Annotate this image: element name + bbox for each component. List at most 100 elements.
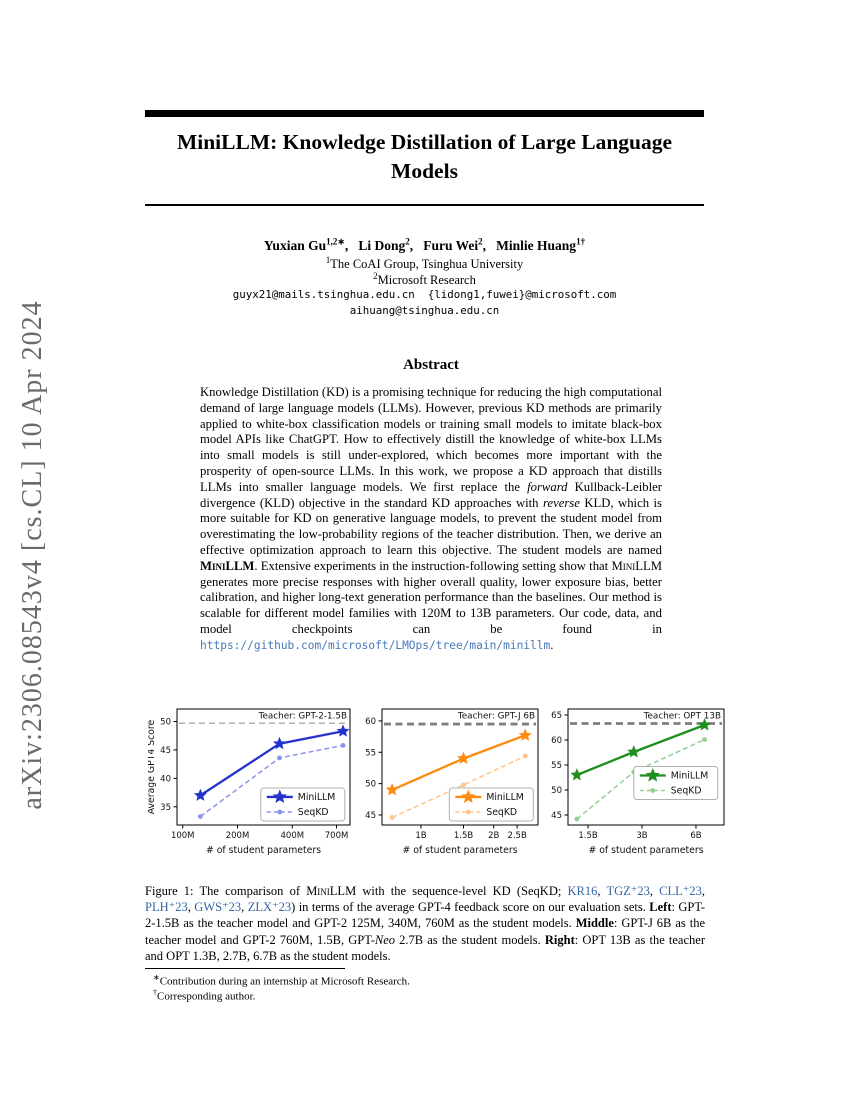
- text-fragment: ,: [649, 884, 660, 898]
- text-fragment: Neo: [374, 932, 395, 947]
- text-fragment: Left: [649, 900, 672, 915]
- series-minillm: [570, 718, 712, 781]
- star-marker: [627, 745, 641, 758]
- svg-text:200M: 200M: [226, 831, 250, 841]
- footnote-corresponding: †Corresponding author.: [153, 988, 703, 1003]
- affiliation-2-sup: 2: [373, 271, 378, 281]
- repo-link[interactable]: https://github.com/microsoft/LMOps/tree/…: [200, 638, 551, 652]
- svg-text:35: 35: [160, 803, 171, 813]
- author: Li Dong2,: [358, 236, 424, 253]
- text-fragment: MiniLLM: [306, 884, 357, 898]
- star-marker: [698, 718, 712, 731]
- dot-marker: [277, 755, 282, 761]
- top-rule: [145, 110, 704, 117]
- author: Yuxian Gu1,2∗,: [263, 236, 359, 253]
- text-fragment: 2.7B as the student models.: [395, 932, 545, 947]
- svg-text:2.5B: 2.5B: [507, 831, 527, 841]
- citation-link[interactable]: ZLX⁺23: [247, 900, 292, 915]
- text-fragment: Knowledge Distillation (KD) is a promisi…: [200, 385, 662, 494]
- text-fragment: : GPT-J 6B as the teacher model and GPT-…: [145, 916, 705, 947]
- svg-text:55: 55: [365, 748, 376, 758]
- figure1-caption: Figure 1: The comparison of MiniLLM with…: [145, 883, 705, 964]
- text-fragment: ) in terms of the average GPT-4 feedback…: [291, 900, 650, 915]
- citation-link[interactable]: TGZ⁺23: [606, 884, 650, 898]
- text-fragment: Kullback-Leibler divergence (KLD) object…: [200, 479, 662, 510]
- dot-marker: [574, 816, 580, 822]
- citation-link[interactable]: KR16: [567, 884, 598, 898]
- citation-link[interactable]: PLH⁺23: [145, 900, 188, 915]
- footnote-2-text: Corresponding author.: [157, 990, 256, 1003]
- affiliation-1-text: The CoAI Group, Tsinghua University: [330, 257, 524, 272]
- plot-frame: [176, 708, 351, 826]
- dot-marker: [197, 814, 203, 819]
- svg-text:700M: 700M: [325, 831, 349, 841]
- affiliation-1-sup: 1: [325, 255, 331, 265]
- dot-marker: [389, 815, 395, 820]
- legend: MiniLLM SeqKD: [260, 787, 346, 822]
- footnote-1-marker: ∗: [153, 973, 160, 982]
- star-marker: [570, 768, 584, 781]
- svg-text:65: 65: [551, 711, 562, 721]
- y-axis: 45 50 55 60: [365, 717, 382, 821]
- x-axis: 1.5B 3B 6B: [578, 825, 702, 841]
- figure1-middle-chart: 45 50 55 60 1B 1.5B 2B 2.5B # of student paramet…: [365, 708, 539, 856]
- teacher-label: Teacher: GPT-J 6B: [457, 712, 535, 722]
- text-fragment: : OPT 13B as the teacher and OPT 1.3B, 2…: [145, 932, 705, 963]
- footnote-1-text: Contribution during an internship at Mic…: [159, 975, 410, 988]
- svg-text:MiniLLM: MiniLLM: [671, 771, 708, 782]
- text-fragment: with the sequence-level KD (SeqKD;: [356, 884, 568, 898]
- svg-text:3B: 3B: [636, 831, 647, 841]
- svg-text:60: 60: [551, 736, 562, 746]
- svg-text:50: 50: [160, 718, 171, 728]
- svg-text:1.5B: 1.5B: [578, 831, 598, 841]
- svg-text:1B: 1B: [415, 831, 426, 841]
- text-fragment: ,: [187, 900, 195, 915]
- x-axis: 100M 200M 400M 700M: [171, 825, 348, 841]
- text-fragment: Right: [544, 932, 575, 947]
- x-axis-label: # of student parameters: [588, 845, 703, 856]
- star-marker: [385, 783, 399, 796]
- text-fragment: MiniLLM: [200, 558, 255, 573]
- author-line: Yuxian Gu1,2∗, Li Dong2, Furu Wei2, Minl…: [145, 236, 704, 254]
- y-axis-label: Average GPT4 Score: [148, 719, 157, 814]
- author: Minlie Huang1†: [496, 236, 586, 253]
- paper-title: MiniLLM: Knowledge Distillation of Large…: [176, 130, 673, 183]
- text-fragment: ,: [597, 884, 607, 898]
- abstract-heading: Abstract: [403, 357, 459, 373]
- teacher-label: Teacher: GPT-2-1.5B: [258, 712, 347, 722]
- svg-text:MiniLLM: MiniLLM: [486, 792, 523, 803]
- x-axis-label: # of student parameters: [206, 845, 321, 856]
- text-fragment: ,: [241, 900, 248, 915]
- svg-text:2B: 2B: [488, 831, 499, 841]
- svg-text:50: 50: [551, 786, 562, 796]
- svg-text:40: 40: [160, 774, 171, 784]
- star-marker: [336, 724, 350, 737]
- citation-link[interactable]: GWS⁺23: [194, 900, 242, 915]
- svg-text:SeqKD: SeqKD: [671, 786, 702, 797]
- text-fragment: Figure 1: The comparison of: [145, 884, 307, 898]
- series-seqkd: [389, 753, 528, 820]
- abstract-text: Knowledge Distillation (KD) is a promisi…: [200, 385, 662, 654]
- figure1-right-chart: 45 50 55 60 65 1.5B 3B 6B # of student parameter…: [551, 708, 725, 856]
- svg-text:1.5B: 1.5B: [454, 831, 474, 841]
- dot-marker: [461, 782, 466, 788]
- x-axis-label: # of student parameters: [402, 845, 517, 856]
- plot-frame: [567, 708, 725, 826]
- y-axis: 35 40 45 50: [160, 718, 177, 813]
- emails-line-2: aihuang@tsinghua.edu.cn: [349, 304, 500, 317]
- svg-text:100M: 100M: [171, 831, 195, 841]
- plot-frame: [381, 708, 539, 826]
- figure1: 35 40 45 50 100M 200M 400M 700M # of student par…: [148, 700, 728, 865]
- svg-text:45: 45: [365, 811, 376, 821]
- svg-text:50: 50: [365, 780, 376, 790]
- text-fragment: : GPT-2-1.5B as the teacher model and GP…: [145, 900, 706, 931]
- star-marker: [272, 736, 286, 750]
- footnote-rule: [145, 968, 345, 969]
- text-fragment: reverse: [542, 495, 580, 510]
- citation-link[interactable]: CLL⁺23: [659, 884, 702, 898]
- star-marker: [457, 751, 470, 765]
- affiliation-2: 2Microsoft Research: [145, 271, 704, 288]
- affiliation-2-text: Microsoft Research: [377, 273, 476, 288]
- text-fragment: forward: [527, 479, 568, 494]
- text-fragment: Middle: [575, 916, 614, 931]
